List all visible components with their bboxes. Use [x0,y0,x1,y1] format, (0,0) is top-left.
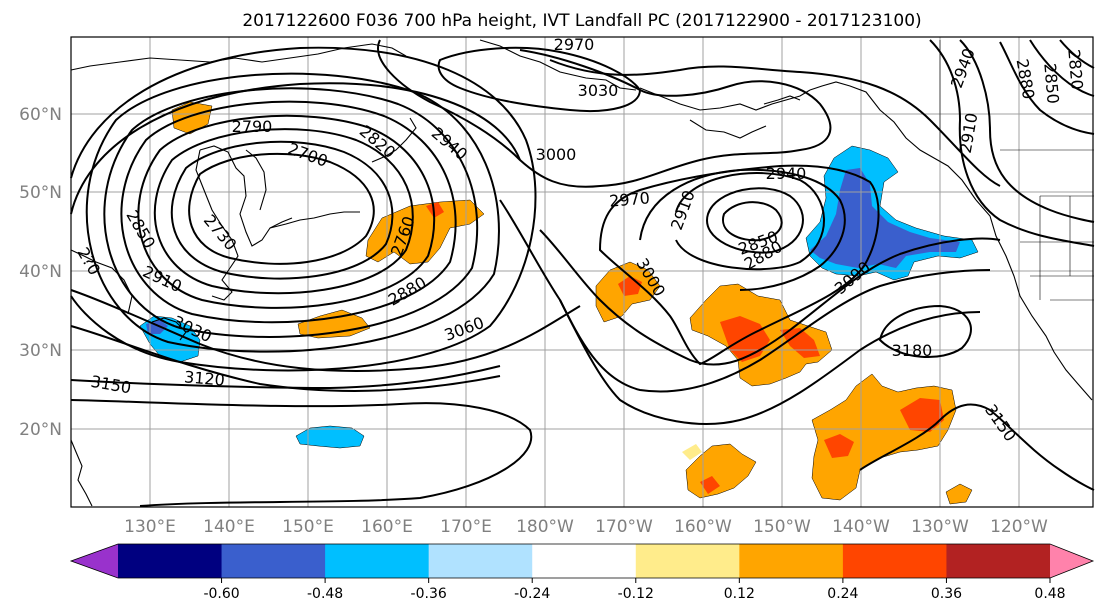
contour-label: 3000 [536,145,577,164]
colorbar-outline [69,543,1095,579]
ivt-strong-core-south-3 [700,476,720,494]
lon-tick-label: 130°W [911,517,969,537]
colorbar-segment [946,544,1051,578]
contour-label: 2850 [1040,62,1062,104]
ivt-strong-core-south-2 [824,434,854,458]
colorbar-tick-label: 0.12 [724,586,755,601]
lon-tick-label: 180°W [516,517,574,537]
colorbar-tick-label: 0.48 [1034,586,1065,601]
latitude-labels: 60°N 50°N 40°N 30°N 20°N [19,105,62,440]
ivt-negative-area-subtropical [295,425,365,449]
lat-tick-label: 20°N [19,420,62,440]
lon-tick-label: 150°E [282,517,334,537]
colorbar-segment [739,544,844,578]
lon-tick-label: 160°W [674,517,732,537]
ivt-weak-positive-fringe [682,444,702,460]
ivt-strong-core-kuril [426,202,444,218]
contour-label: 2820 [1064,48,1086,90]
lat-tick-label: 50°N [19,183,62,203]
lat-tick-label: 60°N [19,105,62,125]
colorbar-tick-label: -0.12 [618,586,654,601]
lon-tick-label: 120°W [990,517,1048,537]
contour-label: 3030 [578,81,619,100]
colorbar-extend-max [1050,544,1093,578]
lon-tick-label: 140°E [203,517,255,537]
map-frame [70,36,1094,508]
contour-label: 2970 [608,188,650,210]
colorbar-segment [842,544,947,578]
contour-label: 2940 [766,164,807,183]
colorbar-tick-label: -0.60 [203,586,239,601]
contour-label: 2970 [554,35,595,54]
colorbar-segment [532,544,637,578]
colorbar-tick-label: 0.24 [827,586,858,601]
lat-tick-label: 40°N [19,262,62,282]
contour-label: 2790 [232,117,273,136]
colorbar-segment [428,544,533,578]
lon-tick-label: 150°W [753,517,811,537]
colorbar-segment [118,544,223,578]
lat-tick-label: 30°N [19,341,62,361]
colorbar-extend-min [71,544,118,578]
ivt-positive-area-south-3 [945,483,973,505]
ivt-positive-area-kuril [365,199,485,265]
colorbar-segment [221,544,326,578]
graticule [71,37,1093,507]
lon-tick-label: 140°W [832,517,890,537]
height-contours [70,39,1095,507]
colorbar-segment [635,544,740,578]
lon-tick-label: 160°E [361,517,413,537]
contour-label: 3120 [183,367,225,389]
coastlines [70,39,1093,507]
colorbar-tick-label: 0.36 [931,586,962,601]
colorbar-tick-label: -0.48 [307,586,343,601]
colorbar: -0.60 -0.48 -0.36 -0.24 -0.12 0.12 0.24 0.36 0.4… [69,543,1095,601]
colorbar-tick-label: -0.36 [411,586,447,601]
lon-tick-label: 130°E [124,517,176,537]
lon-tick-label: 170°W [595,517,653,537]
colorbar-tick-label: -0.24 [514,586,550,601]
figure-title: 2017122600 F036 700 hPa height, IVT Land… [242,11,921,31]
colorbar-segment [325,544,430,578]
lon-tick-label: 170°E [440,517,492,537]
ivt-strong-core-south-1 [900,398,944,432]
map-panel: 2970 3030 2940 2880 2850 2820 2910 2790 … [70,35,1095,508]
longitude-labels: 130°E 140°E 150°E 160°E 170°E 180°W 170°… [124,517,1048,537]
contour-label: 3180 [892,341,933,360]
ivt-negative-core-northeast [810,168,960,268]
